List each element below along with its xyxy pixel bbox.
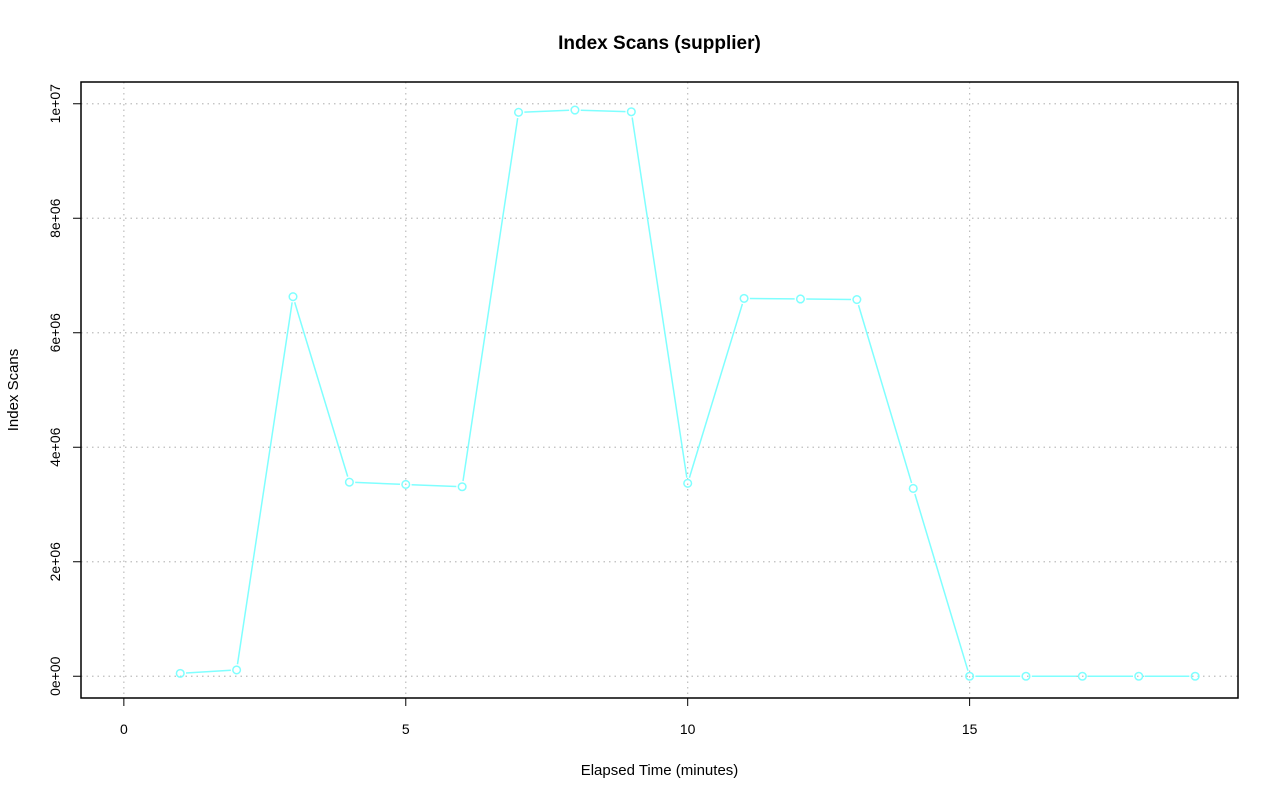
data-point: [1021, 671, 1031, 681]
y-tick-label: 2e+06: [47, 542, 63, 582]
data-point: [288, 292, 298, 302]
data-point: [1077, 671, 1087, 681]
series-line-segment: [462, 117, 519, 482]
series-line-segment: [293, 302, 349, 477]
data-point: [739, 293, 749, 303]
series-line-segment: [411, 483, 457, 488]
series-line-segment: [185, 669, 231, 674]
data-point: [965, 671, 975, 681]
x-axis: 0 5 10 15: [120, 698, 978, 737]
data-point: [795, 294, 806, 304]
series-line-segment: [580, 109, 626, 113]
data-point: [513, 107, 524, 117]
x-tick-label: 15: [962, 721, 978, 737]
series-line-segment: [688, 303, 744, 478]
y-tick-label: 8e+06: [47, 198, 63, 238]
y-tick-label: 0e+00: [47, 656, 63, 696]
data-point: [570, 105, 580, 115]
x-tick-label: 5: [402, 721, 410, 737]
data-point: [1134, 671, 1144, 681]
series-layer: [175, 105, 1200, 681]
series-line-segment: [631, 117, 688, 478]
series-line-segment: [914, 493, 969, 671]
x-tick-label: 0: [120, 721, 128, 737]
data-point: [344, 477, 354, 487]
data-point: [908, 483, 918, 494]
chart-title: Index Scans (supplier): [558, 33, 761, 54]
y-tick-label: 6e+06: [47, 313, 63, 353]
grid: [81, 82, 1238, 698]
y-axis-label: Index Scans: [5, 349, 22, 432]
y-axis: 0e+00 2e+06 4e+06 6e+06 8e+06 1e+07: [47, 84, 81, 696]
data-point: [175, 668, 185, 678]
data-point: [626, 107, 636, 117]
series-line-segment: [355, 481, 401, 485]
y-tick-label: 4e+06: [47, 427, 63, 467]
y-tick-label: 1e+07: [47, 84, 63, 124]
series-line-segment: [236, 302, 293, 665]
data-point: [457, 482, 467, 492]
series-line-segment: [857, 304, 913, 484]
x-tick-label: 10: [680, 721, 696, 737]
data-point: [1190, 671, 1200, 681]
data-point: [852, 294, 862, 305]
plot-frame: [80, 81, 1239, 699]
data-point: [683, 478, 693, 488]
series-line-segment: [524, 109, 570, 113]
data-point: [232, 665, 242, 675]
x-axis-label: Elapsed Time (minutes): [581, 762, 739, 779]
data-point: [401, 479, 411, 490]
